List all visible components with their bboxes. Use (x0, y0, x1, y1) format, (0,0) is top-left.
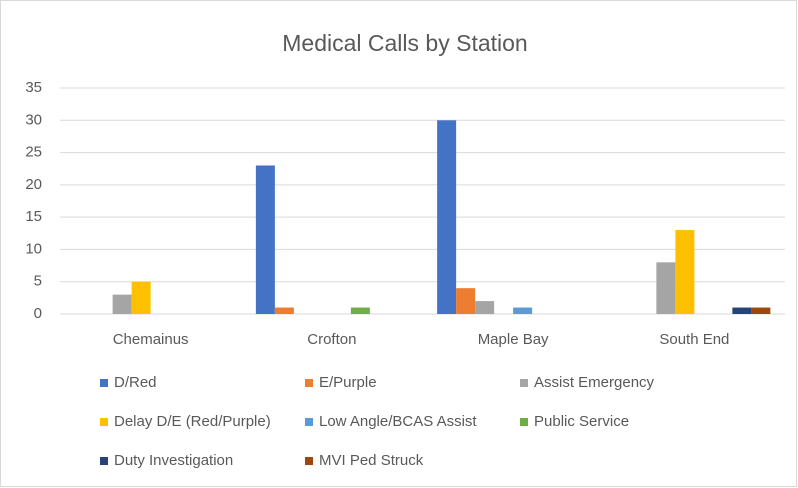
legend-swatch (305, 379, 313, 387)
legend-label: Assist Emergency (534, 374, 655, 391)
legend-label: Delay D/E (Red/Purple) (114, 413, 271, 430)
legend-label: Duty Investigation (114, 452, 233, 469)
bar (475, 301, 495, 314)
bar (350, 307, 370, 314)
y-tick-label: 30 (25, 111, 42, 128)
legend-label: D/Red (114, 374, 157, 391)
legend-swatch (520, 418, 528, 426)
bar (513, 307, 533, 314)
legend-label: Public Service (534, 413, 629, 430)
bar (437, 120, 457, 315)
y-tick-label: 25 (25, 144, 42, 161)
y-tick-label: 20 (25, 176, 42, 193)
y-tick-label: 0 (34, 305, 42, 322)
legend-swatch (100, 457, 108, 465)
bar (112, 294, 132, 314)
legend-swatch (520, 379, 528, 387)
legend-label: Low Angle/BCAS Assist (319, 413, 477, 430)
x-tick-label: Chemainus (113, 331, 189, 348)
bar (732, 307, 752, 314)
legend-swatch (305, 457, 313, 465)
legend-swatch (100, 418, 108, 426)
x-tick-label: Crofton (307, 331, 356, 348)
y-tick-label: 5 (34, 273, 42, 290)
legend-swatch (305, 418, 313, 426)
bar (656, 262, 676, 314)
legend-label: MVI Ped Struck (319, 452, 424, 469)
chart-title: Medical Calls by Station (282, 30, 527, 56)
y-tick-label: 10 (25, 240, 42, 257)
legend-swatch (100, 379, 108, 387)
legend-label: E/Purple (319, 374, 377, 391)
y-tick-label: 15 (25, 208, 42, 225)
bar (255, 165, 275, 314)
x-tick-label: Maple Bay (478, 331, 549, 348)
bar (675, 230, 695, 314)
bar (456, 288, 476, 314)
y-tick-label: 35 (25, 79, 42, 96)
bar (751, 307, 771, 314)
bar (274, 307, 294, 314)
bar (131, 281, 151, 314)
x-tick-label: South End (659, 331, 729, 348)
